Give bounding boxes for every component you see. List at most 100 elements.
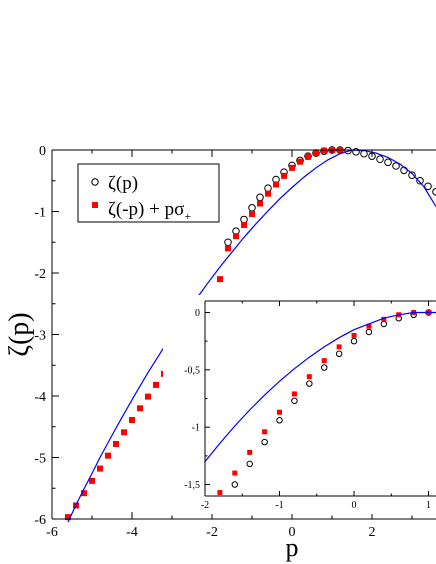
- x-tick-label: -2: [206, 525, 218, 540]
- data-point-zeta-minus-p: [97, 465, 103, 472]
- x-tick-label: -1: [275, 500, 283, 511]
- legend-marker-filled-square: [92, 202, 98, 208]
- data-point-zeta-minus-p: [129, 416, 135, 423]
- legend-label-zeta-p: ζ(p): [108, 173, 138, 194]
- data-point-zeta-minus-p: [381, 316, 387, 322]
- data-point-zeta-minus-p: [232, 470, 238, 476]
- legend-box: [77, 163, 220, 223]
- data-point-zeta-p: [246, 460, 253, 468]
- data-point-zeta-minus-p: [89, 477, 95, 484]
- inset-plot: -2 -1 0 1 0 -0,5 -1 -1,5: [163, 295, 436, 514]
- y-tick-label: -0,5: [184, 365, 200, 376]
- data-point-zeta-p: [248, 204, 256, 212]
- data-point-zeta-minus-p: [217, 276, 223, 283]
- y-tick-label: -1: [192, 423, 200, 434]
- fit-curve-line: [205, 311, 436, 462]
- legend-label-zeta-minus-p-main: ζ(-p) + pσ: [108, 199, 184, 220]
- data-point-zeta-minus-p: [297, 158, 303, 165]
- data-point-zeta-p: [376, 155, 384, 164]
- data-point-zeta-p: [261, 438, 268, 446]
- data-point-zeta-minus-p: [121, 429, 127, 436]
- data-point-zeta-minus-p: [273, 181, 279, 188]
- data-point-zeta-minus-p: [217, 490, 223, 496]
- data-point-zeta-minus-p: [225, 245, 231, 252]
- data-point-zeta-minus-p: [153, 381, 159, 388]
- data-point-zeta-minus-p: [351, 332, 357, 338]
- data-point-zeta-p: [416, 176, 424, 185]
- data-point-zeta-p: [306, 380, 313, 387]
- data-point-zeta-minus-p: [281, 172, 287, 179]
- data-point-zeta-p: [240, 215, 248, 224]
- data-point-zeta-minus-p: [321, 147, 327, 154]
- main-axes: -6 -4 -2 0 2 0 -1 -2 -3 -4 -5 -6 p ζ(p): [4, 144, 436, 562]
- data-point-zeta-p: [256, 193, 264, 202]
- inset-axes: -2 -1 0 1 0 -0,5 -1 -1,5: [184, 300, 436, 511]
- data-point-zeta-p: [350, 337, 358, 345]
- data-point-zeta-minus-p: [265, 190, 271, 197]
- data-point-zeta-p: [424, 182, 432, 191]
- data-point-zeta-minus-p: [241, 222, 247, 229]
- y-tick-label: -2: [34, 267, 46, 282]
- data-point-zeta-minus-p: [81, 490, 87, 497]
- data-point-zeta-minus-p: [366, 323, 372, 329]
- data-point-zeta-minus-p: [262, 429, 268, 435]
- legend-item-zeta-minus-p: ζ(-p) + pσ+: [92, 199, 191, 223]
- y-tick-label: -4: [34, 390, 46, 405]
- y-tick-label: -6: [34, 513, 46, 528]
- data-point-zeta-minus-p: [321, 358, 327, 364]
- data-point-zeta-minus-p: [247, 449, 253, 455]
- x-axis-label: p: [286, 533, 299, 562]
- data-point-zeta-minus-p: [65, 514, 71, 521]
- data-point-zeta-p: [320, 364, 328, 371]
- data-point-zeta-p: [392, 162, 400, 170]
- data-point-zeta-minus-p: [289, 164, 295, 171]
- data-point-zeta-p: [432, 188, 436, 196]
- data-point-zeta-p: [384, 158, 392, 167]
- y-tick-label: -5: [34, 451, 46, 466]
- data-point-zeta-p: [335, 350, 343, 358]
- data-point-zeta-minus-p: [257, 200, 263, 207]
- data-point-zeta-p: [224, 238, 232, 247]
- data-point-zeta-p: [231, 481, 239, 488]
- x-tick-label: 0: [289, 525, 296, 540]
- data-point-zeta-minus-p: [277, 409, 283, 415]
- data-point-zeta-minus-p: [336, 344, 342, 350]
- data-point-zeta-minus-p: [105, 452, 111, 459]
- x-tick-label: 2: [369, 525, 376, 540]
- legend-label-zeta-minus-p-subscript: +: [184, 209, 191, 223]
- y-tick-label: -1,5: [184, 480, 200, 491]
- x-tick-label: -2: [201, 500, 209, 511]
- x-tick-label: 0: [352, 500, 357, 511]
- y-axis-label: ζ(p): [4, 312, 35, 356]
- legend-item-zeta-p: ζ(p): [91, 173, 138, 194]
- data-point-zeta-minus-p: [137, 405, 143, 412]
- inset-background: [163, 295, 436, 514]
- data-point-zeta-p: [264, 184, 272, 192]
- x-tick-label: -6: [46, 525, 58, 540]
- data-point-zeta-minus-p: [305, 153, 311, 160]
- y-tick-label: 0: [195, 308, 200, 319]
- y-tick-label: -3: [34, 328, 46, 343]
- y-tick-label: -1: [34, 205, 46, 220]
- data-point-zeta-p: [380, 320, 388, 328]
- data-point-zeta-p: [291, 397, 298, 405]
- data-point-zeta-minus-p: [233, 233, 239, 240]
- data-point-zeta-minus-p: [113, 440, 119, 447]
- data-point-zeta-p: [400, 166, 408, 175]
- legend-label-zeta-minus-p: ζ(-p) + pσ+: [108, 199, 191, 223]
- x-tick-label: 1: [426, 500, 431, 511]
- data-point-zeta-minus-p: [249, 210, 255, 217]
- legend-marker-open-circle: [91, 178, 99, 186]
- data-point-zeta-minus-p: [313, 150, 319, 157]
- data-point-zeta-p: [365, 328, 373, 336]
- inset-series-layer: [205, 309, 436, 496]
- data-point-zeta-minus-p: [306, 374, 312, 380]
- data-point-zeta-p: [408, 171, 416, 180]
- data-point-zeta-minus-p: [145, 393, 151, 400]
- y-tick-label: 0: [39, 144, 46, 159]
- data-point-zeta-minus-p: [291, 391, 297, 397]
- plot-area: [205, 309, 436, 496]
- data-point-zeta-p: [276, 417, 283, 424]
- legend: ζ(p) ζ(-p) + pσ+: [77, 163, 220, 223]
